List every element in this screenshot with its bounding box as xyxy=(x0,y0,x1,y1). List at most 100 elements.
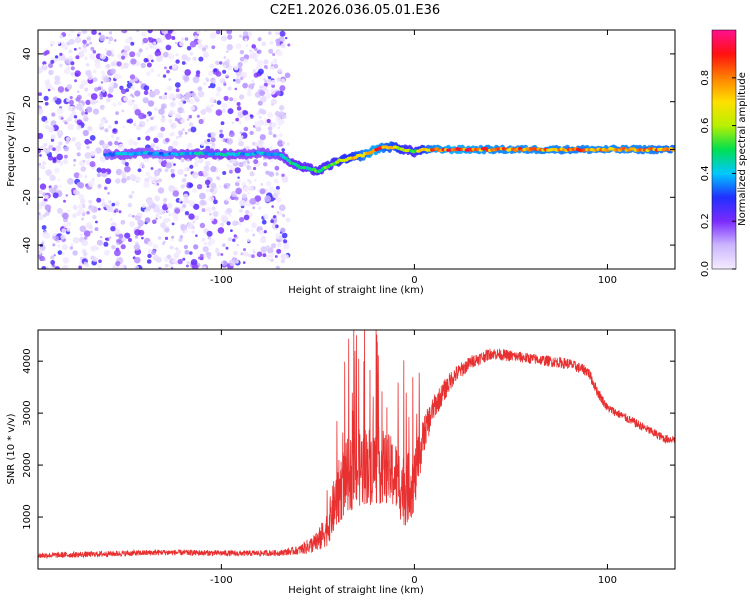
noise-speckle xyxy=(43,51,48,56)
noise-speckle xyxy=(209,97,215,103)
noise-speckle xyxy=(101,89,106,93)
noise-speckle xyxy=(188,114,193,119)
noise-speckle xyxy=(245,209,250,215)
noise-speckle xyxy=(286,142,290,146)
noise-speckle xyxy=(120,244,126,250)
noise-speckle xyxy=(157,236,162,240)
noise-speckle xyxy=(256,112,261,116)
noise-speckle xyxy=(243,214,250,221)
noise-speckle xyxy=(207,236,211,240)
noise-speckle xyxy=(88,180,95,188)
noise-speckle xyxy=(38,108,43,114)
noise-speckle xyxy=(184,131,188,135)
noise-speckle xyxy=(279,85,286,92)
noise-speckle xyxy=(99,53,106,60)
noise-speckle xyxy=(211,142,216,147)
noise-speckle xyxy=(106,50,113,57)
noise-speckle xyxy=(189,40,197,48)
noise-speckle xyxy=(207,255,211,260)
noise-speckle xyxy=(66,84,73,90)
noise-speckle xyxy=(227,108,234,115)
noise-speckle xyxy=(169,101,176,108)
noise-speckle xyxy=(243,126,249,132)
noise-speckle xyxy=(254,58,258,62)
noise-speckle xyxy=(267,112,274,119)
noise-speckle xyxy=(103,76,110,83)
noise-speckle xyxy=(61,252,65,256)
colorbar-bar xyxy=(711,29,737,270)
snr-x-tick-label: 100 xyxy=(598,575,617,586)
noise-speckle xyxy=(97,263,103,269)
noise-speckle xyxy=(59,63,63,68)
noise-speckle xyxy=(118,210,122,214)
noise-speckle xyxy=(173,215,179,222)
noise-speckle xyxy=(57,244,61,248)
noise-speckle xyxy=(38,67,43,74)
noise-speckle xyxy=(226,30,233,35)
noise-speckle xyxy=(225,74,229,78)
noise-speckle xyxy=(175,59,180,64)
noise-speckle xyxy=(121,65,125,68)
noise-speckle xyxy=(158,108,165,115)
noise-speckle xyxy=(71,137,77,142)
noise-speckle xyxy=(124,162,129,167)
noise-speckle xyxy=(231,191,238,198)
noise-speckle xyxy=(246,238,251,242)
noise-speckle xyxy=(201,208,206,213)
noise-speckle xyxy=(81,212,86,217)
noise-speckle xyxy=(190,126,197,133)
noise-speckle xyxy=(114,120,119,125)
noise-speckle xyxy=(152,41,157,45)
noise-speckle xyxy=(107,192,110,195)
noise-speckle xyxy=(67,177,74,185)
noise-speckle xyxy=(191,92,197,98)
noise-speckle xyxy=(97,86,102,91)
noise-speckle xyxy=(178,130,184,136)
noise-speckle xyxy=(87,74,93,81)
noise-speckle xyxy=(90,255,95,260)
noise-speckle xyxy=(276,211,280,214)
noise-speckle xyxy=(207,138,211,142)
noise-speckle xyxy=(47,209,51,213)
spectrogram-x-tick-label: -100 xyxy=(210,275,233,286)
noise-speckle xyxy=(192,76,200,84)
noise-speckle xyxy=(278,111,285,118)
noise-speckle xyxy=(56,153,63,161)
noise-speckle xyxy=(140,162,144,166)
noise-speckle xyxy=(166,202,173,209)
noise-speckle xyxy=(169,133,173,137)
noise-speckle xyxy=(150,249,157,255)
noise-speckle xyxy=(110,49,115,53)
noise-speckle xyxy=(62,257,70,264)
noise-speckle xyxy=(69,246,74,250)
noise-speckle xyxy=(80,198,86,205)
noise-speckle xyxy=(111,53,115,57)
noise-speckle xyxy=(284,254,289,259)
noise-speckle xyxy=(192,188,197,194)
noise-speckle xyxy=(247,192,250,195)
noise-speckle xyxy=(103,241,109,247)
noise-speckle xyxy=(182,203,187,209)
noise-speckle xyxy=(139,81,143,84)
noise-speckle xyxy=(57,250,63,255)
snr-y-tick-label: 3000 xyxy=(22,400,33,425)
noise-speckle xyxy=(165,44,172,51)
noise-speckle xyxy=(122,125,126,129)
noise-speckle xyxy=(178,237,183,242)
noise-speckle xyxy=(87,126,93,132)
colorbar-tick-label: 0.0 xyxy=(700,261,711,277)
noise-speckle xyxy=(278,132,284,138)
noise-speckle xyxy=(146,71,151,76)
colorbar-tick-label: 0.4 xyxy=(700,165,711,181)
noise-speckle xyxy=(249,167,252,170)
spectrogram-y-axis-label: Frequency (Hz) xyxy=(6,111,17,187)
noise-speckle xyxy=(184,92,192,99)
noise-speckle xyxy=(156,48,160,53)
noise-speckle xyxy=(257,68,264,75)
noise-speckle xyxy=(98,32,102,36)
noise-speckle xyxy=(242,34,250,42)
noise-speckle xyxy=(159,216,162,219)
noise-speckle xyxy=(172,63,178,69)
noise-speckle xyxy=(223,199,229,205)
noise-speckle xyxy=(110,134,115,139)
